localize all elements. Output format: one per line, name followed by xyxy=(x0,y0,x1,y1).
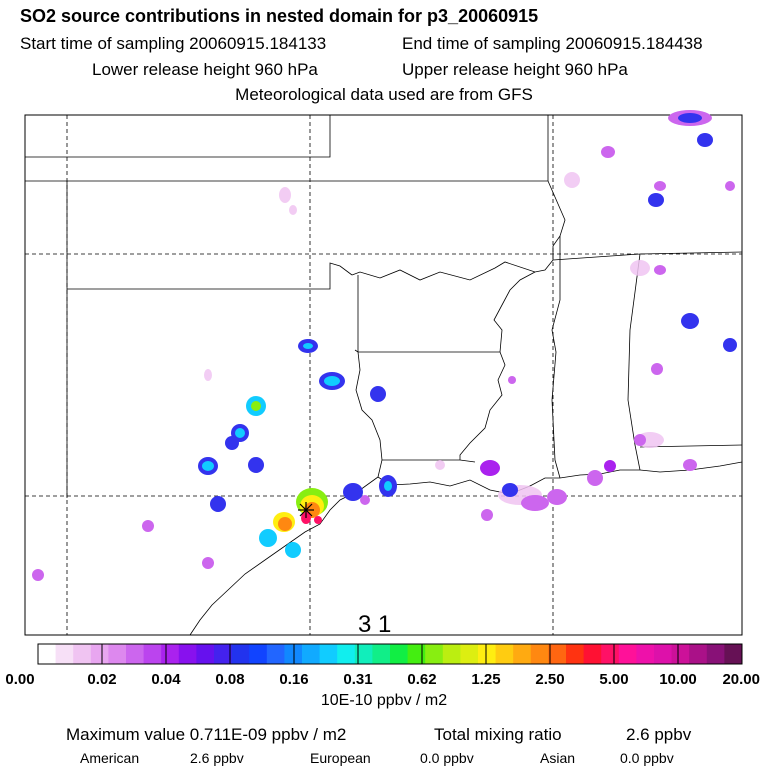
colorbar-tick-label: 0.00 xyxy=(5,671,34,688)
colorbar-segment xyxy=(390,644,409,664)
colorbar-segment xyxy=(548,644,567,664)
colorbar-segment xyxy=(178,644,197,664)
colorbar-tick-label: 5.00 xyxy=(599,671,628,688)
colorbar-segment xyxy=(319,644,338,664)
colorbar-segment xyxy=(266,644,285,664)
maximum-value: Maximum value 0.711E-09 ppbv / m2 xyxy=(66,725,347,744)
colorbar-segment xyxy=(108,644,127,664)
colorbar-segment xyxy=(284,644,303,664)
colorbar-segment xyxy=(530,644,549,664)
colorbar-units: 10E-10 ppbv / m2 xyxy=(320,692,448,709)
colorbar-segment xyxy=(231,644,250,664)
total-mixing-ratio-value: 2.6 ppbv xyxy=(626,725,692,744)
colorbar-segment xyxy=(38,644,57,664)
asian-value: 0.0 ppbv xyxy=(620,750,674,766)
colorbar-segment xyxy=(636,644,655,664)
colorbar-segment xyxy=(425,644,444,664)
colorbar-tick-label: 0.08 xyxy=(215,671,244,688)
colorbar-border xyxy=(37,643,743,665)
frame-number: 3 1 xyxy=(358,611,392,638)
colorbar-segment xyxy=(478,644,497,664)
release-location-marker xyxy=(298,502,314,518)
colorbar-segment xyxy=(55,644,74,664)
colorbar-segment xyxy=(302,644,321,664)
colorbar-tick-label: 0.62 xyxy=(407,671,436,688)
colorbar-segment xyxy=(354,644,373,664)
colorbar-segment xyxy=(196,644,215,664)
colorbar-tick-labels: 0.00 0.02 0.04 0.08 0.16 0.31 0.62 1.25 2.50 5.00… xyxy=(5,671,760,688)
american-value: 2.6 ppbv xyxy=(190,750,244,766)
colorbar-tick-label: 2.50 xyxy=(535,671,564,688)
colorbar-segment xyxy=(601,644,620,664)
gulf-coastline xyxy=(189,461,743,636)
total-mixing-ratio-label: Total mixing ratio xyxy=(434,725,562,744)
colorbar-segment xyxy=(249,644,268,664)
upper-release-height: Upper release height 960 hPa xyxy=(402,60,628,79)
colorbar-tick-label: 0.16 xyxy=(279,671,308,688)
colorbar-segment xyxy=(73,644,92,664)
european-label: European xyxy=(310,750,371,766)
colorbar-segment xyxy=(495,644,514,664)
colorbar-tick-label: 0.02 xyxy=(87,671,116,688)
colorbar-tick-label: 0.31 xyxy=(343,671,372,688)
colorbar-segment xyxy=(706,644,725,664)
map-frame xyxy=(24,114,743,636)
colorbar-segment xyxy=(143,644,162,664)
end-time: End time of sampling 20060915.184438 xyxy=(402,34,703,53)
colorbar-segment xyxy=(372,644,391,664)
colorbar-tick-label: 10.00 xyxy=(659,671,697,688)
colorbar-segment xyxy=(654,644,673,664)
colorbar-segment xyxy=(214,644,233,664)
colorbar-segment xyxy=(337,644,356,664)
colorbar-segment xyxy=(671,644,690,664)
american-label: American xyxy=(80,750,140,766)
european-value: 0.0 ppbv xyxy=(420,750,474,766)
colorbar-tick-label: 1.25 xyxy=(471,671,500,688)
state-boundaries xyxy=(25,115,743,498)
colorbar-segment xyxy=(689,644,708,664)
colorbar-segment xyxy=(724,644,743,664)
met-data-note: Meteorological data used are from GFS xyxy=(235,85,533,104)
colorbar-segment xyxy=(513,644,532,664)
colorbar-segment xyxy=(161,644,180,664)
colorbar-segment xyxy=(442,644,461,664)
start-time: Start time of sampling 20060915.184133 xyxy=(20,34,327,53)
colorbar-segment xyxy=(583,644,602,664)
colorbar-tick-label: 20.00 xyxy=(722,671,760,688)
colorbar xyxy=(37,643,743,665)
colorbar-segment xyxy=(460,644,479,664)
colorbar-tick-label: 0.04 xyxy=(151,671,181,688)
colorbar-segment xyxy=(566,644,585,664)
lower-release-height: Lower release height 960 hPa xyxy=(92,60,318,79)
colorbar-segment xyxy=(126,644,145,664)
colorbar-segment xyxy=(407,644,426,664)
colorbar-segment xyxy=(90,644,109,664)
colorbar-segment xyxy=(618,644,637,664)
chart-title: SO2 source contributions in nested domai… xyxy=(20,6,539,26)
asian-label: Asian xyxy=(540,750,576,766)
